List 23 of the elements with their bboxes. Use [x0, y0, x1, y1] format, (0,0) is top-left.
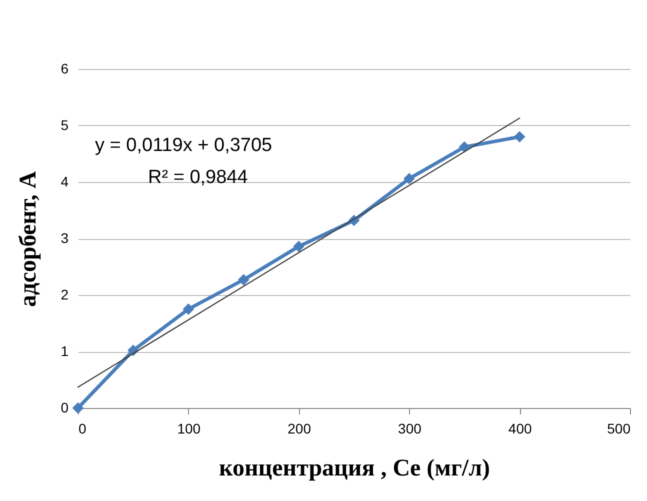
y-axis-title: адсорбент, A — [16, 170, 42, 307]
annotation: y = 0,0119x + 0,3705 — [95, 135, 272, 156]
y-tick-label: 1 — [60, 343, 69, 359]
x-tick-label: 400 — [508, 420, 532, 436]
point — [404, 172, 415, 184]
x-tick-label: 100 — [177, 420, 201, 436]
point — [182, 303, 194, 315]
y-tick-label: 3 — [60, 230, 69, 246]
point — [293, 240, 304, 252]
y-tick-label: 6 — [60, 60, 69, 76]
x-tick-label: 300 — [398, 420, 422, 436]
y-tick-label: 0 — [60, 400, 69, 416]
y-tick-label: 4 — [60, 174, 69, 190]
point — [514, 131, 526, 142]
x-tick-label: 200 — [288, 420, 312, 436]
x-axis-title: концентрация , Ce (мг/л) — [218, 456, 490, 482]
point — [458, 141, 470, 153]
y-tick-label: 2 — [60, 286, 69, 302]
x-tick-label: 0 — [78, 420, 86, 436]
point — [238, 274, 250, 286]
annotation: R² = 0,9844 — [148, 167, 248, 188]
y-tick-label: 5 — [60, 117, 69, 133]
x-tick-label: 500 — [607, 420, 631, 436]
